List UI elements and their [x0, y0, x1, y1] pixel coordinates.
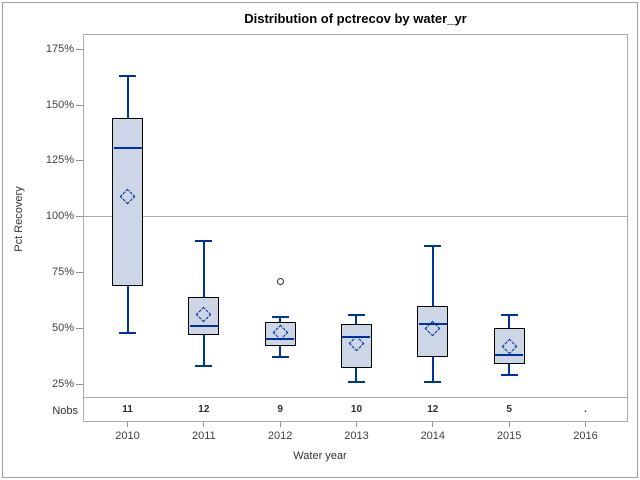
y-tick-label: 125% — [45, 154, 74, 167]
y-tick-mark — [76, 327, 83, 329]
median-line — [189, 325, 218, 328]
y-tick-mark — [76, 216, 83, 218]
whisker-cap-high — [347, 313, 365, 316]
whisker-cap-low — [195, 365, 213, 368]
whisker-cap-low — [500, 374, 518, 377]
whisker-cap-high — [424, 244, 442, 247]
y-tick-label: 75% — [51, 266, 74, 278]
whisker-cap-low — [271, 356, 289, 359]
whisker-cap-low — [424, 380, 442, 383]
nobs-value: 5 — [506, 404, 512, 415]
nobs-value: 10 — [350, 404, 363, 415]
y-tick-mark — [76, 160, 83, 162]
whisker-cap-high — [119, 75, 136, 78]
x-tick-mark — [584, 422, 586, 427]
x-axis-category-label: 2016 — [573, 430, 598, 442]
outlier-point — [276, 277, 284, 285]
box-2013 — [340, 323, 372, 369]
x-tick-mark — [508, 422, 510, 427]
median-line — [418, 322, 447, 325]
y-tick-label: 175% — [45, 42, 74, 55]
y-tick-label: 100% — [45, 210, 74, 223]
whisker-cap-low — [347, 380, 365, 383]
x-axis-category-label: 2011 — [192, 430, 216, 442]
y-axis-title: Pct Recovery — [13, 186, 25, 252]
y-tick-mark — [76, 383, 83, 385]
x-axis-category-label: 2014 — [420, 430, 446, 442]
x-tick-mark — [355, 422, 357, 427]
nobs-band — [83, 398, 628, 422]
reference-line-100pct — [84, 216, 627, 218]
x-tick-mark — [432, 422, 434, 427]
y-tick-mark — [76, 104, 83, 106]
box-2015 — [493, 328, 525, 364]
median-line — [342, 336, 371, 339]
x-tick-mark — [203, 422, 205, 427]
whisker-cap-high — [195, 240, 213, 243]
y-tick-label: 25% — [51, 377, 74, 390]
nobs-row-label: Nobs — [52, 405, 78, 417]
box-2012 — [264, 321, 296, 347]
median-line — [495, 354, 524, 357]
median-line — [113, 146, 142, 149]
x-axis-category-label: 2012 — [267, 430, 293, 442]
box-2010 — [112, 118, 143, 286]
whisker-cap-low — [119, 331, 136, 334]
nobs-value: 12 — [198, 404, 210, 415]
nobs-value: 9 — [277, 404, 283, 415]
y-tick-label: 50% — [51, 321, 74, 334]
x-tick-mark — [279, 422, 281, 427]
whisker-cap-high — [500, 313, 518, 316]
nobs-value: 12 — [427, 404, 439, 415]
x-axis-title: Water year — [293, 450, 347, 462]
x-axis-category-label: 2015 — [496, 430, 522, 442]
x-tick-mark — [127, 422, 128, 427]
nobs-value: . — [584, 404, 587, 415]
box-2011 — [188, 297, 220, 335]
y-tick-mark — [76, 48, 83, 50]
median-line — [266, 338, 295, 341]
nobs-value: 11 — [122, 404, 133, 415]
chart-title: Distribution of pctrecov by water_yr — [244, 11, 467, 26]
x-axis-category-label: 2010 — [115, 430, 140, 442]
box-2014 — [417, 305, 449, 358]
x-axis-category-label: 2013 — [344, 430, 369, 442]
y-tick-label: 150% — [45, 98, 74, 111]
y-tick-mark — [76, 272, 83, 273]
whisker-cap-high — [271, 316, 289, 319]
